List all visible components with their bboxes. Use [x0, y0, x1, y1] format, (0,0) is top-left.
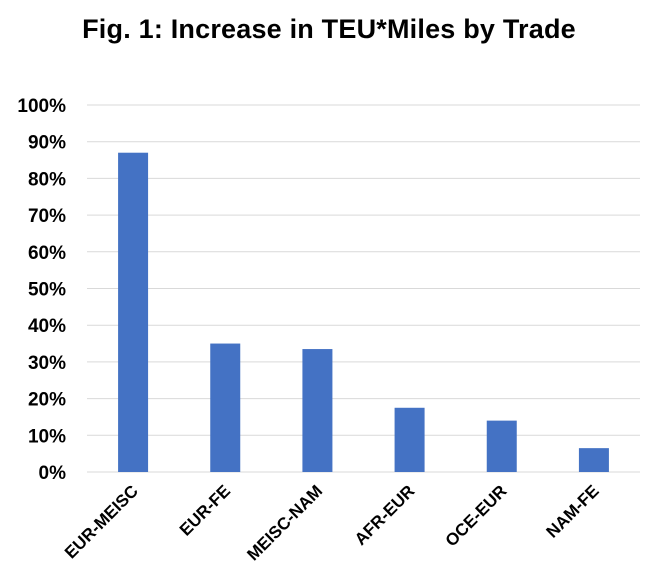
y-axis-tick-labels: 0% 10% 20% 30% 40% 50% 60% 70% 80% 90% 100% — [17, 96, 66, 484]
y-tick-label: 0% — [39, 463, 67, 484]
x-category-label: OCE-EUR — [442, 481, 511, 550]
x-category-label: EUR-FE — [176, 481, 234, 539]
y-tick-label: 30% — [28, 353, 66, 374]
y-tick-label: 40% — [28, 316, 66, 337]
y-tick-label: 80% — [28, 169, 66, 190]
bar-oce-eur — [486, 420, 517, 472]
y-tick-label: 10% — [28, 426, 66, 447]
y-tick-label: 50% — [28, 280, 66, 301]
y-tick-label: 90% — [28, 133, 66, 154]
x-category-label: MEISC-NAM — [243, 481, 326, 564]
bar-nam-fe — [578, 448, 609, 472]
y-tick-label: 20% — [28, 390, 66, 411]
chart-title: Fig. 1: Increase in TEU*Miles by Trade — [82, 14, 576, 44]
x-category-label: AFR-EUR — [351, 481, 419, 549]
bar-eur-meisc — [118, 152, 149, 472]
y-tick-label: 100% — [17, 96, 66, 117]
bar-eur-fe — [210, 343, 241, 472]
bar-meisc-nam — [302, 349, 333, 472]
bars — [118, 152, 609, 472]
x-axis-category-labels: EUR-MEISC EUR-FE MEISC-NAM AFR-EUR OCE-EUR NA… — [61, 481, 603, 564]
x-category-label: EUR-MEISC — [61, 481, 142, 562]
y-tick-label: 70% — [28, 206, 66, 227]
x-category-label: NAM-FE — [543, 481, 603, 541]
gridlines — [87, 104, 640, 473]
bar-afr-eur — [394, 407, 425, 472]
y-tick-label: 60% — [28, 243, 66, 264]
